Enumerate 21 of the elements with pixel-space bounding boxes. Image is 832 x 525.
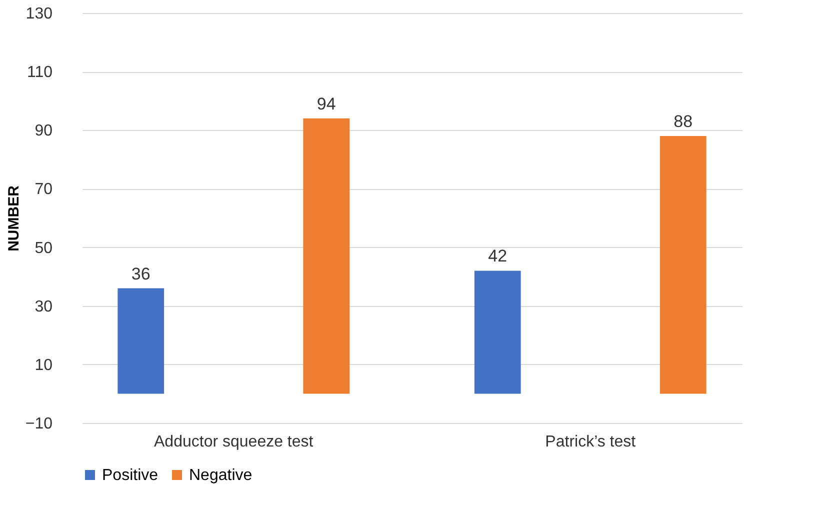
bar	[303, 118, 350, 394]
data-label: 36	[131, 264, 150, 284]
legend-label: Negative	[189, 467, 252, 484]
bar	[660, 136, 706, 394]
bar	[474, 270, 521, 394]
data-label: 94	[316, 94, 336, 114]
y-tick-label: 10	[34, 356, 53, 374]
data-label: 42	[488, 246, 508, 266]
y-tick-label: 90	[34, 122, 53, 140]
data-label: 88	[674, 112, 693, 131]
bar	[118, 288, 164, 394]
y-tick-label: 30	[34, 298, 53, 316]
y-tick-label: 110	[26, 64, 53, 82]
y-tick-label: 130	[26, 6, 53, 22]
legend-label: Positive	[102, 467, 158, 484]
y-tick-label: 70	[34, 181, 53, 198]
y-axis-title: NUMBER	[5, 185, 22, 252]
y-tick-label: 50	[34, 240, 53, 257]
y-tick-label: −10	[25, 416, 53, 432]
x-tick-label: Adductor squeeze test	[154, 434, 314, 450]
x-tick-label: Patrick’s test	[545, 434, 636, 450]
